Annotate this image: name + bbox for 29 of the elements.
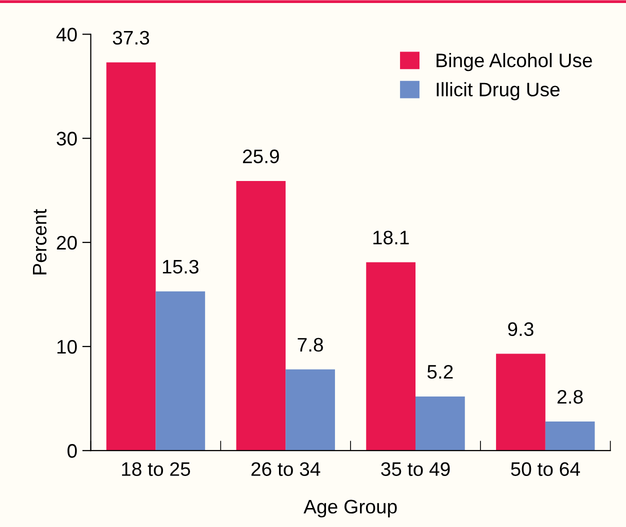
data-label: 15.3 — [162, 260, 198, 274]
legend-label: Binge Alcohol Use — [436, 53, 592, 72]
legend-label: Illicit Drug Use — [436, 82, 560, 100]
bar — [236, 181, 286, 451]
data-label: 18.1 — [373, 230, 409, 244]
y-tick-label: 0 — [68, 444, 77, 458]
bar — [366, 262, 416, 451]
x-tick-label: 35 to 49 — [381, 462, 450, 476]
bar — [496, 354, 546, 451]
x-tick-label: 50 to 64 — [511, 462, 580, 476]
x-tick-label: 18 to 25 — [122, 462, 190, 476]
x-axis-title: Age Group — [304, 500, 397, 518]
bar — [106, 62, 156, 451]
data-label: 25.9 — [242, 150, 279, 164]
data-label: 7.8 — [298, 338, 323, 352]
y-tick-label: 30 — [56, 132, 77, 146]
bar — [286, 369, 335, 451]
y-axis-title: Percent — [32, 209, 47, 274]
y-tick-label: 40 — [56, 28, 77, 42]
bar — [416, 396, 465, 451]
y-tick-label: 10 — [57, 340, 77, 354]
data-label: 37.3 — [112, 30, 150, 45]
bar — [545, 421, 595, 451]
bar — [156, 291, 206, 451]
y-tick-label: 20 — [56, 236, 77, 250]
data-label: 9.3 — [508, 322, 534, 336]
x-tick-label: 26 to 34 — [251, 462, 320, 476]
data-label: 2.8 — [558, 390, 583, 404]
data-label: 5.2 — [427, 364, 453, 379]
